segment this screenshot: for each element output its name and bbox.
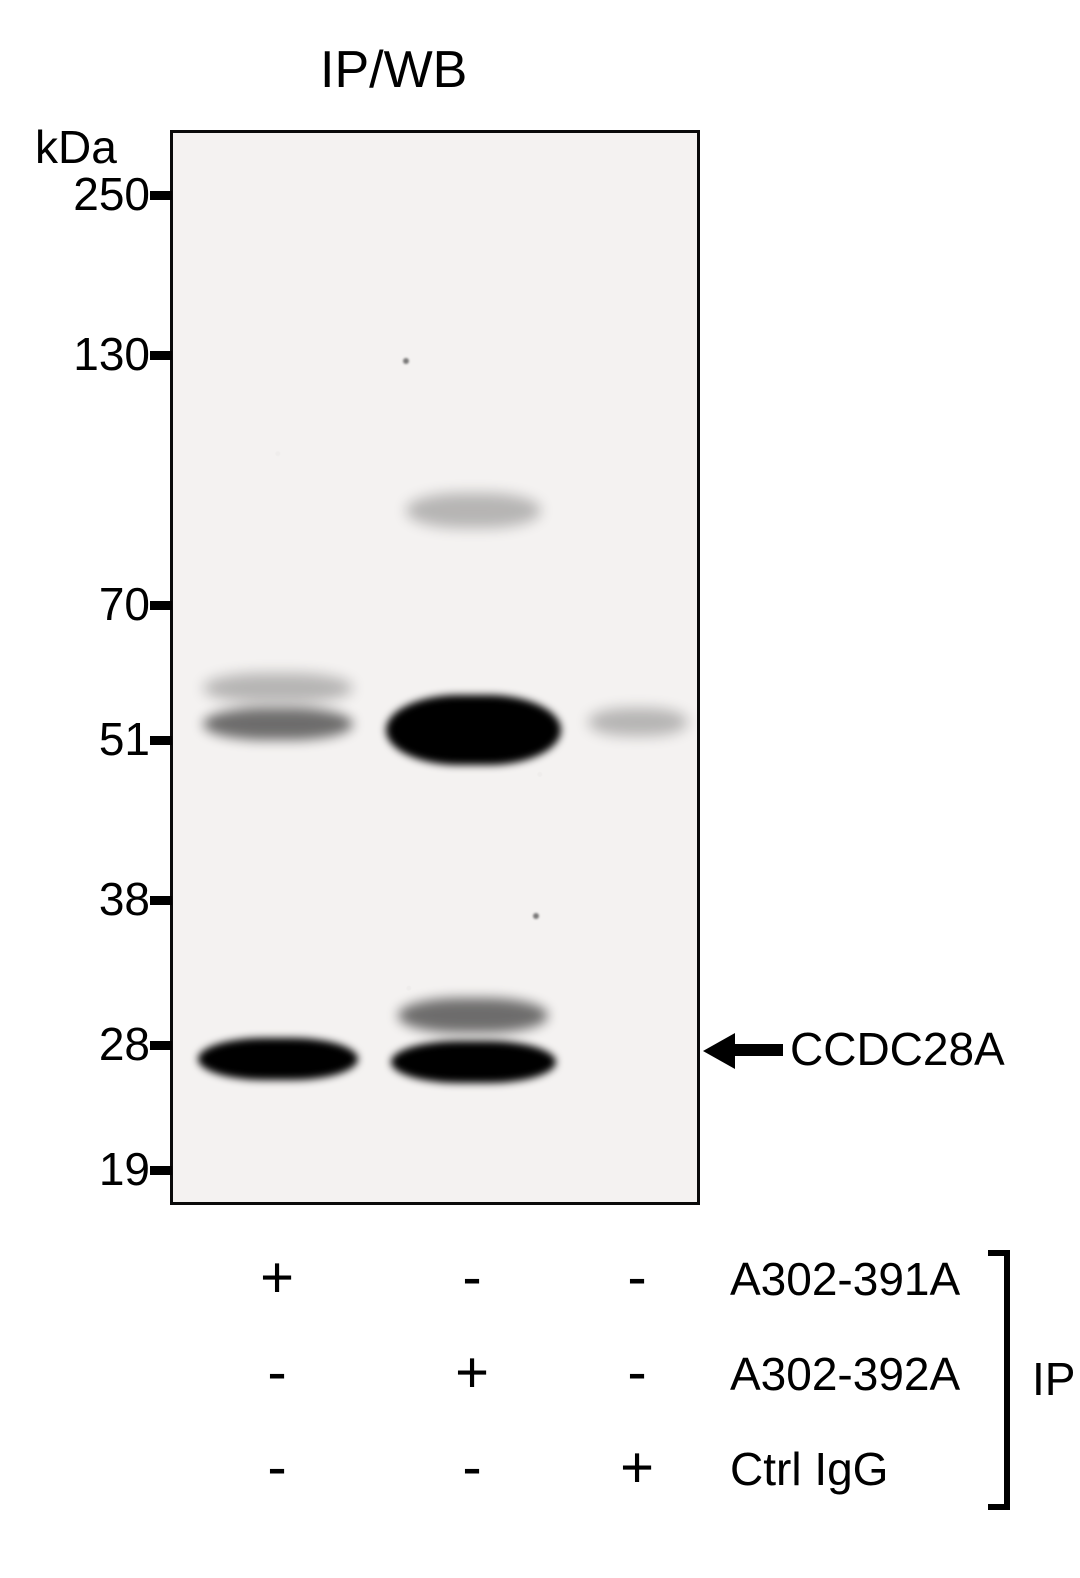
ip-bracket-label: IP [1032, 1352, 1075, 1406]
mw-marker-label: 19 [30, 1142, 150, 1196]
ip-symbol: + [617, 1434, 657, 1501]
band [398, 998, 548, 1033]
ip-row-label: A302-391A [730, 1252, 960, 1306]
ip-symbol: - [617, 1339, 657, 1406]
target-arrow-head [703, 1033, 735, 1069]
blot-membrane [170, 130, 700, 1205]
figure-root: IP/WB kDa CCDC28A IP 250 130 70 51 38 28 19 + - -… [0, 0, 1080, 1578]
ip-symbol: - [452, 1244, 492, 1311]
speck [403, 358, 409, 364]
mw-marker-tick [150, 1041, 172, 1050]
ip-bracket [1004, 1250, 1010, 1510]
band [588, 708, 688, 736]
mw-marker-label: 51 [30, 712, 150, 766]
mw-marker-label: 250 [30, 167, 150, 221]
band [203, 673, 353, 703]
target-arrow-line [735, 1044, 783, 1056]
band [386, 695, 561, 765]
mw-marker-tick [150, 351, 172, 360]
mw-marker-tick [150, 191, 172, 200]
mw-marker-tick [150, 1166, 172, 1175]
ip-symbol: - [452, 1434, 492, 1501]
band [198, 1038, 358, 1080]
ip-symbol: - [257, 1339, 297, 1406]
speck [533, 913, 539, 919]
ip-symbol: - [617, 1244, 657, 1311]
mw-marker-tick [150, 736, 172, 745]
mw-marker-label: 38 [30, 872, 150, 926]
mw-marker-tick [150, 896, 172, 905]
figure-title: IP/WB [320, 40, 467, 100]
kda-header: kDa [35, 120, 117, 174]
mw-marker-label: 130 [30, 327, 150, 381]
band [406, 493, 541, 528]
mw-marker-label: 28 [30, 1017, 150, 1071]
ip-symbol: + [452, 1339, 492, 1406]
target-label: CCDC28A [790, 1022, 1005, 1076]
band [391, 1041, 556, 1083]
ip-symbol: - [257, 1434, 297, 1501]
ip-row-label: Ctrl IgG [730, 1442, 888, 1496]
ip-row-label: A302-392A [730, 1347, 960, 1401]
band [203, 708, 353, 740]
ip-symbol: + [257, 1244, 297, 1311]
mw-marker-label: 70 [30, 577, 150, 631]
mw-marker-tick [150, 601, 172, 610]
